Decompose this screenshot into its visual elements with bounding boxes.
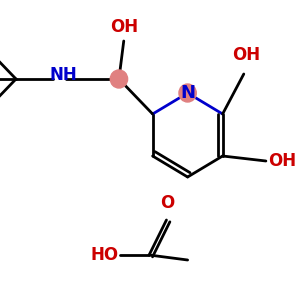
- Text: OH: OH: [268, 152, 296, 170]
- Text: N: N: [180, 84, 195, 102]
- Text: HO: HO: [90, 246, 118, 264]
- Text: NH: NH: [49, 66, 77, 84]
- Text: OH: OH: [110, 18, 138, 36]
- Circle shape: [110, 70, 127, 88]
- Circle shape: [179, 84, 196, 102]
- Text: OH: OH: [232, 46, 260, 64]
- Text: O: O: [160, 194, 175, 212]
